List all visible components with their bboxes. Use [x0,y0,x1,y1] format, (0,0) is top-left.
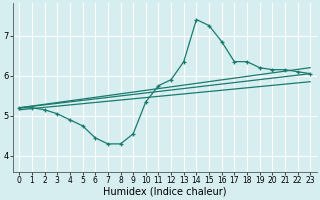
X-axis label: Humidex (Indice chaleur): Humidex (Indice chaleur) [103,187,227,197]
